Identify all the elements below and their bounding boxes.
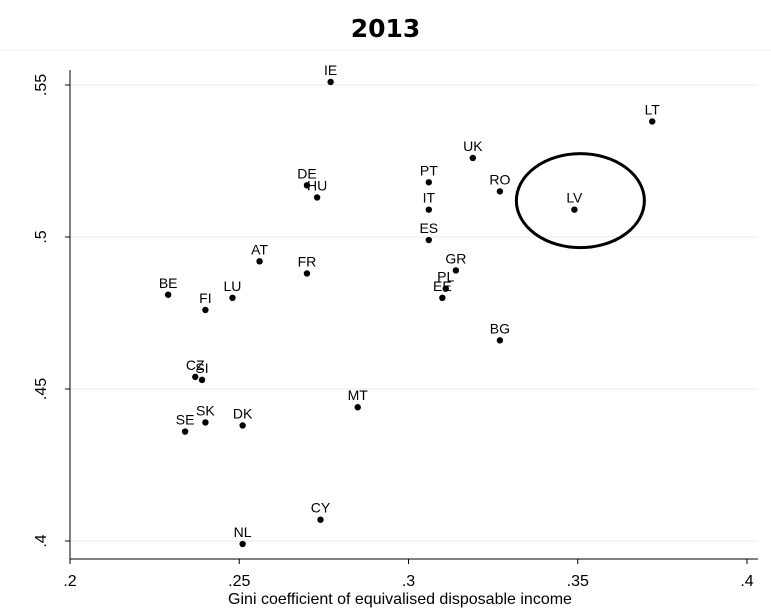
data-point	[649, 118, 656, 125]
data-point	[239, 540, 246, 548]
x-tick-label: .25	[228, 573, 250, 590]
x-tick-label: .3	[402, 573, 415, 590]
data-point	[452, 267, 460, 274]
data-point	[469, 154, 477, 162]
data-point	[303, 270, 311, 277]
data-label: IE	[324, 62, 337, 78]
data-point	[425, 206, 433, 213]
data-label: GR	[445, 250, 466, 266]
data-point	[202, 306, 209, 314]
data-point	[202, 419, 209, 426]
data-point	[229, 294, 236, 301]
data-point	[192, 373, 199, 381]
data-label: SI	[195, 360, 208, 376]
data-point	[442, 285, 449, 292]
data-label: BG	[490, 320, 510, 336]
grid	[70, 84, 758, 542]
data-point	[571, 206, 578, 213]
data-label: LT	[645, 101, 661, 117]
data-label: RO	[489, 171, 510, 187]
data-label: FI	[199, 290, 211, 306]
data-label: SK	[196, 402, 215, 418]
data-label: BE	[159, 275, 178, 291]
y-tick-label: .4	[33, 534, 50, 547]
data-point	[496, 188, 504, 195]
data-label: CY	[311, 500, 331, 516]
y-tick-label: .5	[33, 230, 50, 243]
data-point	[317, 516, 324, 523]
x-tick-label: .4	[740, 573, 753, 590]
data-point	[313, 194, 321, 201]
highlight-ellipse	[514, 152, 646, 250]
data-label: DK	[233, 405, 253, 421]
data-label: PT	[420, 162, 438, 178]
data-point	[496, 337, 504, 344]
data-point	[198, 376, 206, 384]
data-point	[425, 179, 433, 186]
chart-title: 2013	[350, 14, 421, 43]
data-point	[303, 182, 311, 189]
data-point	[439, 294, 446, 301]
y-tick-label: .45	[33, 378, 50, 400]
x-tick-label: .2	[63, 573, 76, 590]
highlight-layer	[514, 152, 646, 250]
x-tick-label: .35	[567, 573, 589, 590]
data-label: MT	[348, 387, 369, 403]
data-point	[256, 258, 263, 265]
data-label: FR	[298, 253, 317, 269]
data-label: IT	[423, 190, 436, 206]
data-label: CZ	[186, 357, 205, 373]
axis-ticks: .4 .45 .5 .55 .2 .25 .3 .35 .4	[33, 74, 754, 590]
data-point	[181, 428, 189, 435]
data-label: LV	[566, 190, 583, 206]
data-point	[239, 422, 246, 429]
data-label: UK	[463, 138, 483, 154]
data-label: NL	[234, 524, 252, 540]
data-label: SE	[176, 412, 195, 428]
data-label: LU	[224, 278, 242, 294]
data-label: EE	[433, 278, 452, 294]
data-point	[327, 78, 334, 86]
data-label: AT	[251, 241, 268, 257]
data-point	[164, 291, 172, 298]
data-point	[425, 236, 433, 244]
data-label: ES	[419, 220, 438, 236]
x-axis-label: Gini coefficient of equivalised disposab…	[228, 591, 572, 608]
data-label: HU	[307, 177, 327, 193]
data-label: DE	[297, 165, 316, 181]
data-point	[354, 404, 361, 411]
y-tick-label: .55	[33, 74, 50, 96]
data-label: PL	[437, 269, 454, 285]
